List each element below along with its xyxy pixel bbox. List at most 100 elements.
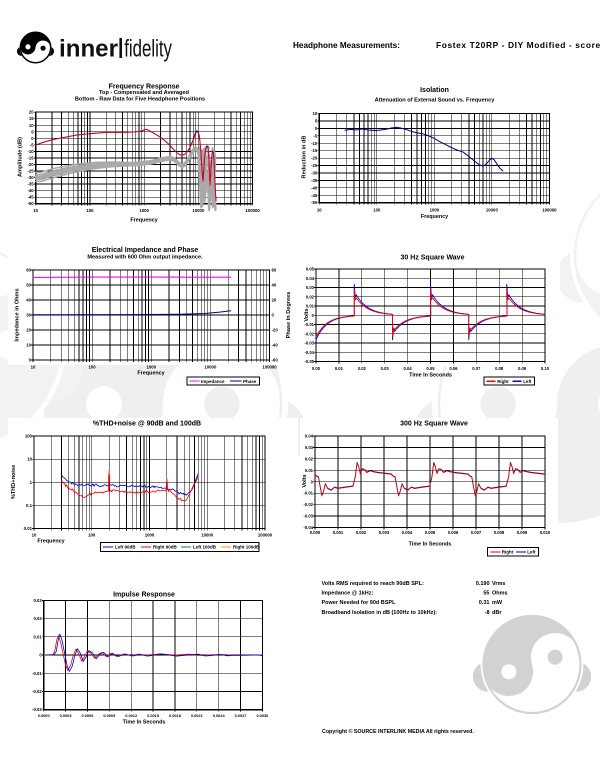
svg-text:0.06: 0.06 (449, 366, 458, 371)
svg-text:100: 100 (373, 208, 381, 213)
svg-text:0.0012: 0.0012 (125, 713, 138, 718)
svg-text:0.31: 0.31 (479, 600, 490, 606)
svg-text:-5: -5 (313, 133, 317, 138)
svg-text:%THD+noise: %THD+noise (11, 465, 17, 499)
svg-text:0.009: 0.009 (517, 530, 528, 535)
svg-text:0.05: 0.05 (306, 267, 315, 272)
svg-text:0.003: 0.003 (379, 530, 390, 535)
svg-text:10: 10 (317, 208, 322, 213)
svg-text:0.008: 0.008 (494, 530, 505, 535)
svg-text:Right: Right (502, 550, 514, 555)
svg-text:0: 0 (29, 358, 32, 363)
svg-text:55: 55 (483, 591, 489, 597)
svg-text:0: 0 (272, 313, 275, 318)
svg-text:-5: -5 (30, 142, 34, 147)
svg-text:-0.02: -0.02 (32, 689, 42, 694)
svg-text:0: 0 (312, 313, 315, 318)
svg-text:40: 40 (272, 283, 277, 288)
svg-text:0.02: 0.02 (306, 294, 315, 299)
svg-text:10: 10 (313, 111, 318, 116)
svg-text:40: 40 (26, 298, 31, 303)
svg-text:100: 100 (89, 365, 97, 370)
svg-text:0.05: 0.05 (426, 366, 435, 371)
svg-text:0: 0 (315, 126, 318, 131)
svg-text:20: 20 (29, 110, 34, 115)
svg-text:Frequency: Frequency (421, 214, 448, 220)
svg-text:Electrical Impedance and Phase: Electrical Impedance and Phase (92, 247, 199, 254)
svg-text:0.007: 0.007 (471, 530, 482, 535)
svg-text:-20: -20 (272, 328, 279, 333)
svg-text:-20: -20 (27, 162, 34, 167)
svg-text:-50: -50 (27, 201, 34, 206)
svg-text:Vrms: Vrms (492, 581, 505, 587)
svg-text:0.000: 0.000 (310, 530, 321, 535)
svg-text:0.01: 0.01 (305, 468, 314, 473)
svg-text:%THD+noise @ 90dB and 100dB: %THD+noise @ 90dB and 100dB (93, 421, 201, 428)
svg-text:mW: mW (492, 600, 503, 606)
svg-text:-0.01: -0.01 (32, 671, 42, 676)
svg-text:-10: -10 (27, 149, 34, 154)
svg-text:Frequency: Frequency (130, 218, 157, 224)
svg-text:100: 100 (88, 532, 96, 537)
svg-text:0.01: 0.01 (34, 634, 43, 639)
svg-text:10: 10 (29, 123, 34, 128)
svg-text:Right: Right (497, 379, 509, 384)
svg-text:10000: 10000 (192, 208, 205, 213)
svg-text:0.02: 0.02 (305, 456, 314, 461)
svg-text:Copyright © SOURCE INTERLINK M: Copyright © SOURCE INTERLINK MEDIA All r… (322, 728, 474, 735)
svg-text:0.004: 0.004 (402, 530, 413, 535)
svg-text:-8: -8 (485, 610, 490, 616)
svg-text:0.03: 0.03 (306, 285, 315, 290)
svg-text:Right 90dB: Right 90dB (153, 545, 178, 550)
svg-text:0.07: 0.07 (472, 366, 481, 371)
svg-text:0: 0 (31, 136, 34, 141)
svg-text:100000: 100000 (262, 365, 277, 370)
svg-text:1000: 1000 (139, 208, 149, 213)
svg-text:Isolation: Isolation (420, 87, 449, 94)
svg-text:0.00: 0.00 (312, 366, 321, 371)
svg-text:100000: 100000 (542, 208, 557, 213)
svg-text:10: 10 (26, 343, 31, 348)
svg-text:0.01: 0.01 (306, 304, 315, 309)
svg-text:100000: 100000 (245, 208, 260, 213)
svg-text:0.005: 0.005 (425, 530, 436, 535)
svg-text:Frequency Response: Frequency Response (109, 83, 180, 90)
svg-text:0.0027: 0.0027 (235, 713, 247, 718)
svg-text:10: 10 (31, 365, 36, 370)
svg-text:30: 30 (26, 313, 31, 318)
svg-text:-40: -40 (27, 188, 34, 193)
svg-text:inner: inner (59, 36, 118, 63)
svg-text:0: 0 (39, 653, 42, 658)
svg-text:Right 100dB: Right 100dB (233, 545, 260, 550)
svg-text:1000: 1000 (430, 208, 440, 213)
svg-text:60: 60 (272, 268, 277, 273)
svg-text:-25: -25 (27, 169, 34, 174)
svg-text:-0.03: -0.03 (303, 514, 313, 519)
svg-text:10: 10 (33, 208, 38, 213)
svg-text:0.0000: 0.0000 (38, 713, 50, 718)
svg-text:-50: -50 (311, 200, 318, 205)
svg-text:-0.03: -0.03 (304, 341, 314, 346)
svg-text:Volts: Volts (302, 474, 308, 487)
svg-text:Volts RMS required to reach 90: Volts RMS required to reach 90dB SPL: (322, 581, 424, 587)
svg-text:10: 10 (32, 532, 37, 537)
svg-text:-0.01: -0.01 (304, 322, 314, 327)
svg-text:20: 20 (26, 328, 31, 333)
svg-text:-0.01: -0.01 (303, 491, 313, 496)
svg-text:1000: 1000 (145, 532, 155, 537)
svg-text:0.02: 0.02 (358, 366, 367, 371)
svg-text:0.03: 0.03 (34, 598, 43, 603)
svg-text:Frequency: Frequency (137, 371, 164, 377)
svg-text:10: 10 (27, 457, 32, 462)
svg-text:-30: -30 (311, 171, 318, 176)
svg-text:0.0024: 0.0024 (213, 713, 226, 718)
svg-text:0.04: 0.04 (305, 434, 314, 439)
svg-text:60: 60 (26, 268, 31, 273)
svg-text:0.002: 0.002 (356, 530, 367, 535)
svg-text:Power Needed for 90d BSPL: Power Needed for 90d BSPL (322, 600, 397, 606)
svg-text:0.006: 0.006 (448, 530, 459, 535)
svg-text:Amplitude (dB): Amplitude (dB) (18, 137, 24, 177)
svg-text:0.03: 0.03 (305, 445, 314, 450)
svg-text:Phase: Phase (243, 379, 257, 384)
svg-text:5: 5 (31, 129, 34, 134)
